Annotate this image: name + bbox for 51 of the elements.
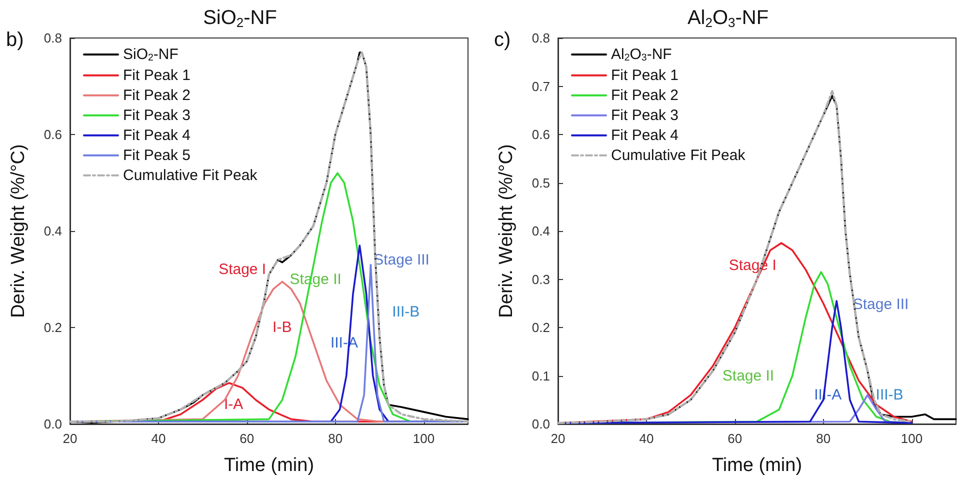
text: c) <box>494 29 511 51</box>
annotation: Stage III <box>852 296 909 313</box>
y-tick-label: 0.5 <box>532 175 550 190</box>
legend-label: Cumulative Fit Peak <box>611 146 746 164</box>
x-tick-label: 40 <box>151 431 166 446</box>
legend-label: Fit Peak 3 <box>123 106 191 124</box>
y-tick-label: 0.8 <box>532 30 550 46</box>
legend-label: Fit Peak 3 <box>611 106 679 124</box>
legend-label: Fit Peak 5 <box>123 146 191 164</box>
x-tick-label: 60 <box>240 431 254 446</box>
legend-label: Fit Peak 2 <box>123 86 191 104</box>
legend-label: Fit Peak 4 <box>611 126 679 144</box>
y-tick-label: 0.8 <box>44 30 62 46</box>
y-tick-label: 0.1 <box>532 368 550 384</box>
legend-label: Fit Peak 1 <box>123 66 191 84</box>
x-axis-title: Time (min) <box>712 455 802 476</box>
legend-label: Fit Peak 4 <box>123 126 191 144</box>
annotation: Stage III <box>374 251 430 268</box>
x-tick-label: 60 <box>728 431 742 446</box>
annotation: III-B <box>876 386 904 404</box>
annotation: I-B <box>272 319 292 336</box>
legend-label: Cumulative Fit Peak <box>123 166 258 184</box>
y-axis-title: Deriv. Weight (%/°C) <box>496 144 517 318</box>
x-axis-title: Time (min) <box>224 455 314 476</box>
y-tick-label: 0.7 <box>532 78 550 94</box>
annotation: III-B <box>392 304 420 321</box>
x-tick-label: 20 <box>62 431 78 446</box>
text: b) <box>6 29 24 51</box>
y-tick-label: 0.3 <box>532 272 550 287</box>
y-tick-label: 0.2 <box>44 320 62 335</box>
x-tick-label: 100 <box>412 431 435 446</box>
legend-label: Fit Peak 2 <box>611 86 679 104</box>
y-tick-label: 0.4 <box>44 224 62 238</box>
y-tick-label: 0.6 <box>532 127 550 142</box>
legend-label: Al2O3-NF <box>611 46 672 64</box>
annotation: Stage II <box>722 367 774 384</box>
y-tick-label: 0.6 <box>44 127 62 142</box>
annotation: I-A <box>224 396 244 414</box>
x-tick-label: 100 <box>900 431 923 446</box>
x-tick-label: 80 <box>328 431 343 446</box>
y-tick-label: 0.0 <box>44 416 62 432</box>
y-tick-label: 0.2 <box>532 320 550 335</box>
x-tick-label: 40 <box>639 431 654 446</box>
annotation: Stage I <box>218 261 266 278</box>
y-axis-title: Deriv. Weight (%/°C) <box>8 144 29 318</box>
y-tick-label: 0.0 <box>532 416 550 432</box>
x-tick-label: 20 <box>550 431 566 446</box>
legend-label: SiO2-NF <box>123 46 178 64</box>
x-tick-label: 80 <box>816 431 831 446</box>
legend-label: Fit Peak 1 <box>611 66 679 84</box>
y-tick-label: 0.4 <box>532 224 550 238</box>
